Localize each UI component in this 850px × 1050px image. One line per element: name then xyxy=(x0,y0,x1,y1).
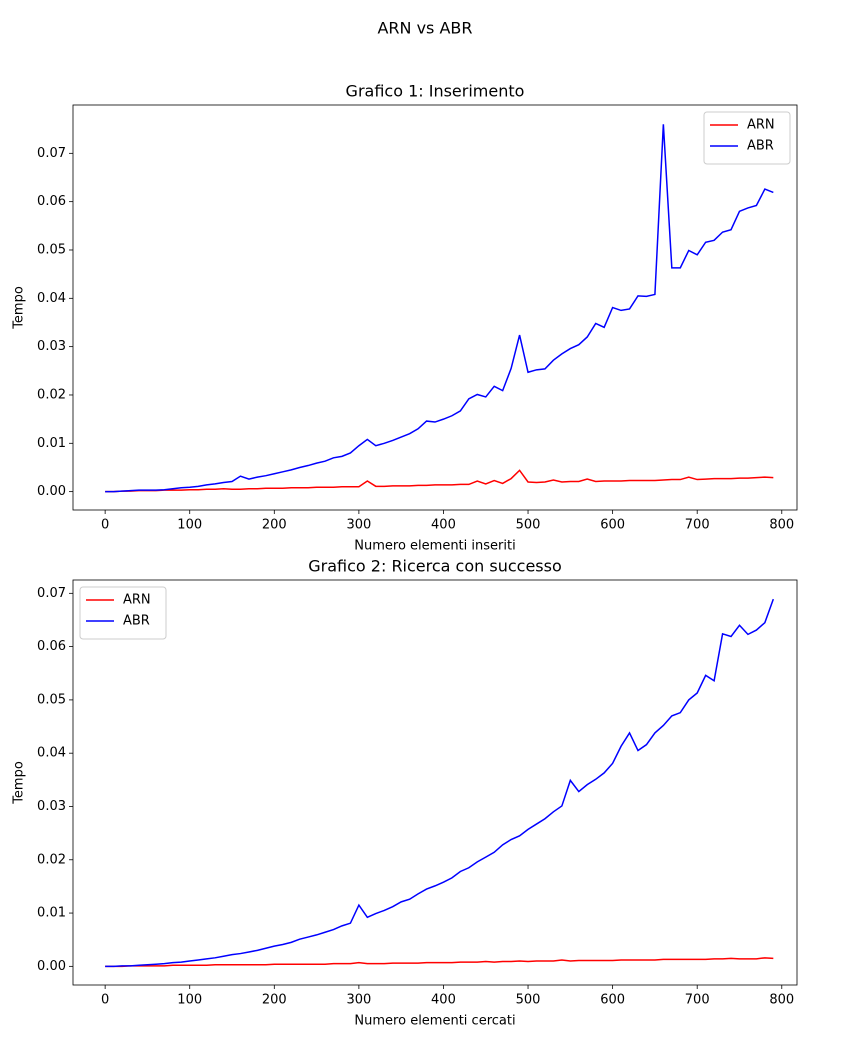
legend-label: ARN xyxy=(123,593,151,608)
y-tick-label: 0.05 xyxy=(37,692,66,707)
x-tick-label: 0 xyxy=(101,993,109,1008)
x-axis-label: Numero elementi inseriti xyxy=(354,539,515,554)
y-tick-label: 0.00 xyxy=(37,959,66,974)
y-tick-label: 0.07 xyxy=(37,146,66,161)
x-tick-label: 0 xyxy=(101,518,109,533)
x-tick-label: 500 xyxy=(516,518,541,533)
x-tick-label: 100 xyxy=(177,993,202,1008)
figure-title: ARN vs ABR xyxy=(377,19,472,38)
axes-frame xyxy=(72,104,798,511)
x-tick-label: 400 xyxy=(431,518,456,533)
chart-title: Grafico 1: Inserimento xyxy=(346,82,525,101)
x-tick-label: 800 xyxy=(769,518,794,533)
x-tick-label: 200 xyxy=(262,518,287,533)
y-tick-label: 0.06 xyxy=(37,194,66,209)
plot-area xyxy=(105,124,774,493)
line-series xyxy=(105,124,774,493)
line-series xyxy=(105,957,774,968)
y-tick-label: 0.02 xyxy=(37,387,66,402)
y-tick-label: 0.03 xyxy=(37,339,66,354)
x-tick-label: 300 xyxy=(346,993,371,1008)
legend-label: ABR xyxy=(747,139,774,154)
x-tick-label: 200 xyxy=(262,993,287,1008)
y-tick-label: 0.07 xyxy=(37,586,66,601)
axes-frame xyxy=(72,579,798,986)
y-tick-label: 0.04 xyxy=(37,746,66,761)
x-tick-label: 400 xyxy=(431,993,456,1008)
y-tick-label: 0.04 xyxy=(37,291,66,306)
x-tick-label: 600 xyxy=(600,518,625,533)
y-axis-label: Tempo xyxy=(12,761,27,805)
legend-label: ABR xyxy=(123,614,150,629)
y-tick-label: 0.00 xyxy=(37,484,66,499)
y-tick-label: 0.05 xyxy=(37,242,66,257)
y-tick-label: 0.06 xyxy=(37,639,66,654)
x-tick-label: 500 xyxy=(516,993,541,1008)
plot-area xyxy=(105,598,775,968)
x-tick-label: 300 xyxy=(346,518,371,533)
x-tick-label: 100 xyxy=(177,518,202,533)
line-series xyxy=(105,469,774,493)
legend-label: ARN xyxy=(747,118,775,133)
chart-title: Grafico 2: Ricerca con successo xyxy=(308,557,562,576)
x-tick-label: 700 xyxy=(685,518,710,533)
y-tick-label: 0.03 xyxy=(37,799,66,814)
x-tick-label: 800 xyxy=(769,993,794,1008)
y-tick-label: 0.02 xyxy=(37,852,66,867)
line-series xyxy=(105,598,775,968)
x-tick-label: 700 xyxy=(685,993,710,1008)
x-tick-label: 600 xyxy=(600,993,625,1008)
x-axis-label: Numero elementi cercati xyxy=(354,1014,515,1029)
y-axis-label: Tempo xyxy=(12,286,27,330)
y-tick-label: 0.01 xyxy=(37,436,66,451)
y-tick-label: 0.01 xyxy=(37,906,66,921)
